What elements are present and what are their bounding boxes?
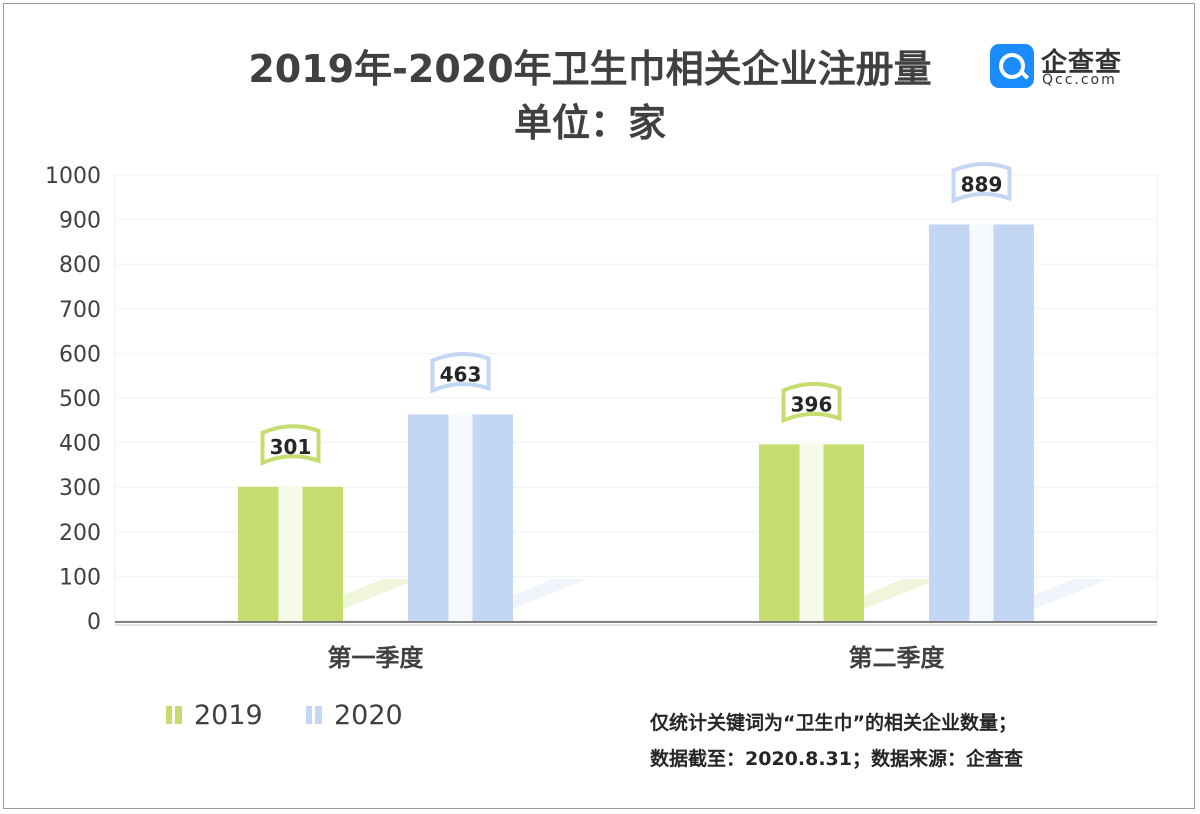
legend-label-2019: 2019 (194, 699, 263, 731)
y-tick-label: 900 (59, 209, 101, 234)
y-tick-label: 200 (59, 521, 101, 546)
y-tick-label: 400 (59, 432, 101, 457)
data-label: 396 (791, 392, 833, 416)
bar-stripe (799, 444, 824, 621)
data-label: 301 (270, 435, 312, 459)
y-tick-label: 100 (59, 565, 101, 590)
qcc-logo: 企查查 Qcc.com (990, 44, 1130, 88)
legend-label-2020: 2020 (334, 699, 403, 731)
chart-title: 2019年-2020年卫生巾相关企业注册量 (248, 47, 932, 91)
data-label-flag (781, 381, 842, 424)
legend-item-2020: 2020 (306, 699, 403, 731)
y-tick-label: 600 (59, 342, 101, 367)
x-tick-label: 第一季度 (328, 644, 425, 672)
data-label: 889 (961, 173, 1003, 197)
y-tick-label: 0 (87, 610, 101, 635)
footnote-scope: 仅统计关键词为“卫生巾”的相关企业数量； (650, 712, 1017, 734)
logo-name: 企查查 (1041, 48, 1123, 78)
bar-stripe (448, 414, 473, 621)
data-label: 463 (440, 363, 482, 387)
y-tick-label: 700 (59, 298, 101, 323)
logo-site: Qcc.com (1042, 72, 1117, 88)
y-tick-label: 500 (59, 387, 101, 412)
footnote-source: 数据截至：2020.8.31；数据来源：企查查 (650, 748, 1023, 770)
qcc-logo-icon (990, 44, 1034, 88)
bar-stripe (969, 224, 994, 622)
legend-swatch-2020 (306, 706, 322, 724)
bar-stripe (278, 486, 303, 621)
chart-subtitle: 单位：家 (513, 101, 666, 145)
y-tick-label: 800 (59, 253, 101, 278)
y-tick-label: 1000 (45, 164, 101, 189)
data-label-flag (260, 424, 321, 466)
x-tick-label: 第二季度 (849, 644, 946, 672)
legend-item-2019: 2019 (166, 699, 263, 731)
data-label-flag (430, 352, 491, 394)
y-tick-label: 300 (59, 476, 101, 501)
data-label-flag (951, 162, 1012, 204)
legend-swatch-2019 (166, 706, 182, 724)
